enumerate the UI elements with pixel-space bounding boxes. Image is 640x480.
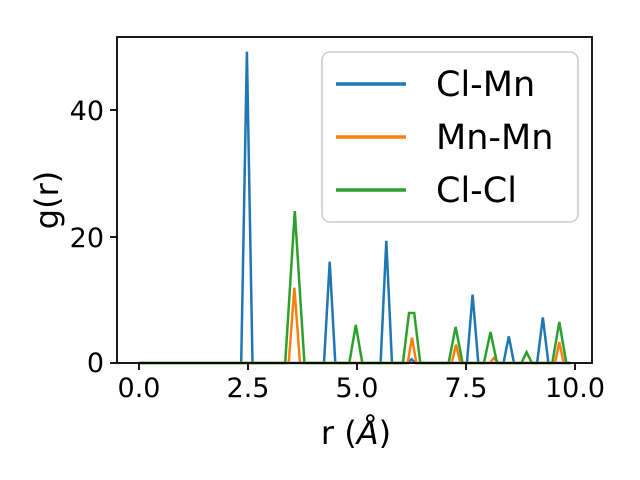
y-tick-marks — [110, 109, 117, 364]
y-tick-label-0: 0 — [87, 348, 104, 379]
y-tick-label-1: 20 — [70, 223, 104, 254]
y-tick-labels: 0 20 40 — [70, 96, 104, 379]
legend-label-0: Cl-Mn — [436, 65, 535, 105]
x-tick-label-4: 10.0 — [545, 373, 605, 404]
angstrom-symbol: Å — [355, 414, 379, 452]
legend: Cl-Mn Mn-Mn Cl-Cl — [321, 51, 579, 223]
legend-box — [321, 51, 579, 223]
legend-item-2: Cl-Cl — [336, 171, 517, 211]
legend-label-2: Cl-Cl — [436, 171, 517, 211]
x-tick-label-2: 5.0 — [336, 373, 379, 404]
y-tick-label-2: 40 — [70, 96, 104, 127]
x-tick-label-0: 0.0 — [118, 373, 161, 404]
x-tick-labels: 0.0 2.5 5.0 7.5 10.0 — [118, 373, 606, 404]
legend-label-1: Mn-Mn — [436, 118, 553, 158]
x-axis-label: r (Å) — [321, 414, 391, 452]
legend-item-1: Mn-Mn — [336, 118, 553, 158]
plot-frame — [116, 36, 593, 364]
legend-item-0: Cl-Mn — [336, 65, 535, 105]
x-tick-label-1: 2.5 — [227, 373, 270, 404]
x-tick-marks — [138, 363, 576, 370]
series-line-mn-mn — [138, 287, 571, 365]
y-axis-label: g(r) — [28, 171, 66, 229]
x-tick-label-3: 7.5 — [445, 373, 488, 404]
